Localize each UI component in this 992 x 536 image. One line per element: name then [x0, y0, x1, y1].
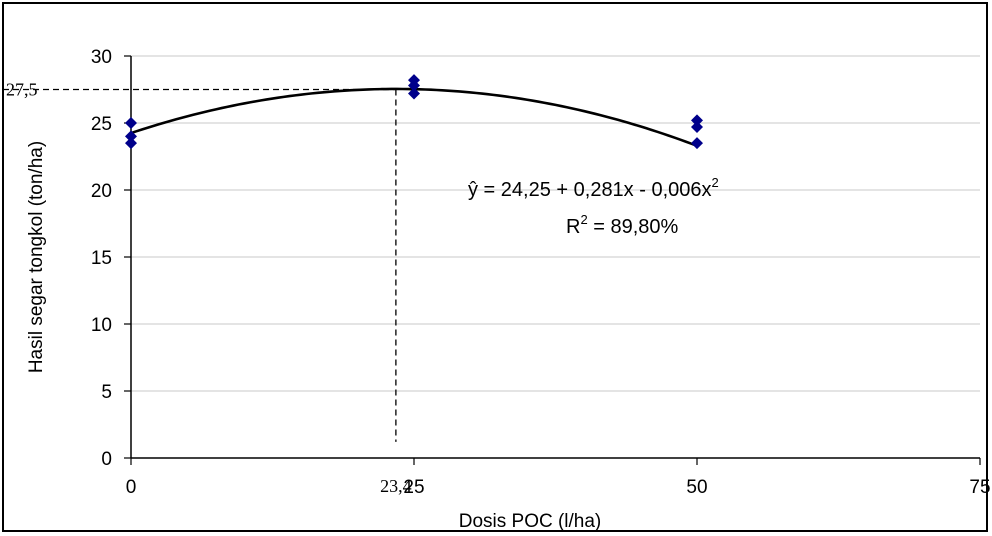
x-tick-label-50: 50 [686, 477, 707, 498]
data-point-5 [408, 79, 420, 92]
x-tick-label-25: 25 [403, 477, 424, 498]
y-tick-label-10: 10 [91, 315, 112, 336]
y-tick-label-25: 25 [91, 114, 112, 135]
r-squared-value: = 89,80% [588, 216, 679, 238]
optimum-x-label: 23,4 [380, 476, 412, 496]
optimum-guides [3, 88, 397, 442]
data-point-2 [125, 130, 137, 143]
data-points [125, 74, 703, 150]
x-tick-label-75: 75 [969, 477, 990, 498]
data-point-9 [691, 137, 703, 150]
data-point-3 [125, 137, 137, 150]
r-squared-exponent: 2 [580, 212, 587, 227]
y-tick-label-20: 20 [91, 181, 112, 202]
y-ticks: 0 5 10 15 20 25 30 [91, 47, 131, 470]
regression-equation-body: ŷ = 24,25 + 0,281x - 0,006x [468, 179, 712, 201]
data-point-1 [125, 117, 137, 129]
y-tick-label-0: 0 [101, 449, 112, 470]
y-tick-label-5: 5 [101, 382, 112, 403]
y-tick-label-15: 15 [91, 248, 112, 269]
grid-lines [131, 55, 980, 392]
regression-equation-exponent: 2 [712, 175, 719, 190]
x-ticks: 0 25 50 75 [126, 458, 991, 498]
y-axis-title: Hasil segar tongkol (ton/ha) [26, 141, 47, 373]
data-point-7 [691, 114, 703, 127]
optimum-y-label: 27,5 [6, 80, 38, 100]
r-squared-symbol: R [566, 216, 580, 238]
data-point-6 [408, 87, 420, 100]
x-tick-label-0: 0 [126, 477, 137, 498]
y-tick-label-30: 30 [91, 47, 112, 68]
data-point-8 [691, 121, 703, 134]
r-squared-label: R2 = 89,80% [566, 212, 679, 238]
x-axis-title: Dosis POC (l/ha) [459, 511, 602, 532]
regression-equation: ŷ = 24,25 + 0,281x - 0,006x2 [468, 175, 719, 201]
